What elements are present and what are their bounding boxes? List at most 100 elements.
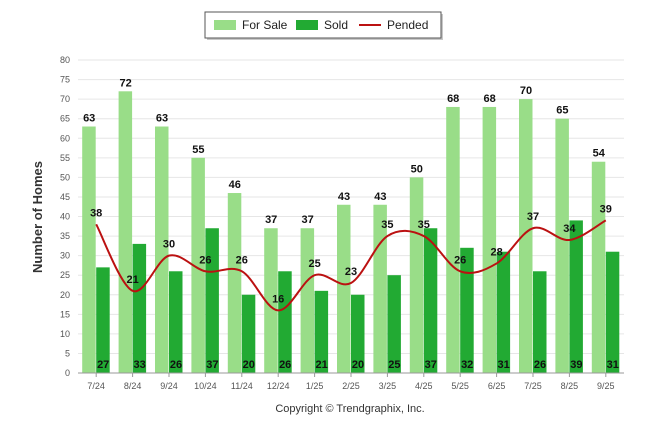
legend-label-pended: Pended [387, 18, 428, 32]
bar-for-sale [409, 177, 424, 373]
x-tick-label: 6/25 [488, 381, 506, 391]
x-axis-ticks: 7/24 8/24 9/24 10/24 11/24 12/24 1/25 2/25 3/25 4… [87, 373, 615, 391]
y-tick-label: 75 [60, 75, 70, 85]
bar-for-sale [118, 91, 133, 374]
data-label-for-sale: 70 [520, 85, 532, 97]
data-label-sold: 26 [279, 359, 291, 371]
data-label-pended: 35 [418, 219, 430, 231]
data-label-for-sale: 54 [593, 148, 606, 160]
data-label-pended: 23 [345, 266, 357, 278]
x-tick-label: 12/24 [267, 381, 290, 391]
x-tick-label: 8/25 [561, 381, 579, 391]
data-label-sold: 32 [461, 359, 473, 371]
legend-swatch-for-sale [214, 20, 236, 30]
bar-sold [460, 247, 474, 373]
x-tick-label: 8/24 [124, 381, 142, 391]
legend-label-for-sale: For Sale [242, 18, 288, 32]
bar-for-sale [191, 157, 205, 373]
data-label-sold: 37 [206, 359, 218, 371]
y-tick-label: 45 [60, 192, 70, 202]
x-tick-label: 3/25 [379, 381, 397, 391]
bar-sold [351, 294, 365, 373]
legend: For Sale Sold Pended [204, 11, 443, 40]
bar-sold [241, 294, 256, 373]
legend-swatch-sold [296, 20, 318, 30]
data-label-pended: 26 [454, 254, 466, 266]
data-label-pended: 28 [490, 246, 502, 258]
bar-sold [423, 228, 438, 373]
data-label-pended: 39 [600, 203, 612, 215]
bar-sold [533, 271, 547, 373]
bar-sold [278, 271, 292, 373]
bar-sold [169, 271, 183, 373]
data-label-pended: 21 [126, 274, 138, 286]
bar-for-sale [264, 228, 278, 373]
y-tick-label: 10 [60, 329, 70, 339]
data-label-pended: 16 [272, 293, 284, 305]
y-axis-ticks: 0 5 10 15 20 25 30 35 40 45 50 55 60 65 70 75 80 [60, 55, 70, 378]
pended-line [95, 219, 607, 312]
bar-for-sale [300, 228, 315, 373]
data-label-for-sale: 37 [301, 214, 313, 226]
data-label-sold: 31 [497, 359, 509, 371]
bar-sold [132, 243, 147, 373]
data-label-sold: 31 [607, 359, 619, 371]
bar-for-sale [555, 118, 569, 373]
y-tick-label: 65 [60, 114, 70, 124]
data-label-sold: 25 [388, 359, 400, 371]
bar-sold [96, 267, 110, 373]
data-label-for-sale: 37 [265, 214, 277, 226]
y-tick-label: 55 [60, 153, 70, 163]
data-label-for-sale: 50 [411, 163, 423, 175]
data-label-for-sale: 46 [229, 179, 241, 191]
bar-for-sale [227, 193, 242, 373]
y-tick-label: 70 [60, 94, 70, 104]
y-tick-label: 40 [60, 212, 70, 222]
bar-for-sale [337, 204, 351, 373]
y-tick-label: 50 [60, 172, 70, 182]
pended-series-line [95, 219, 607, 312]
data-label-sold: 20 [352, 359, 364, 371]
data-label-pended: 26 [236, 254, 248, 266]
x-tick-label: 1/25 [306, 381, 324, 391]
data-label-pended: 25 [308, 258, 320, 270]
x-tick-label: 11/24 [231, 381, 253, 391]
y-tick-label: 60 [60, 133, 70, 143]
x-tick-label: 7/25 [524, 381, 542, 391]
y-axis-title: Number of Homes [30, 161, 45, 273]
data-label-sold: 37 [425, 359, 437, 371]
data-label-for-sale: 43 [338, 191, 350, 203]
bar-sold [205, 228, 219, 373]
y-tick-label: 80 [60, 55, 70, 65]
y-tick-label: 20 [60, 290, 70, 300]
data-labels: 63 72 63 55 46 37 37 43 43 50 68 68 70 65 54 27 33 26 37 20… [83, 77, 619, 371]
data-label-for-sale: 68 [483, 93, 495, 105]
x-tick-label: 4/25 [415, 381, 433, 391]
data-label-for-sale: 63 [156, 113, 168, 125]
data-label-sold: 26 [534, 359, 546, 371]
bar-for-sale [446, 106, 460, 373]
legend-box [204, 11, 442, 39]
bar-sold [314, 290, 329, 373]
bar-for-sale [519, 99, 533, 373]
data-label-sold: 33 [133, 359, 145, 371]
data-label-for-sale: 55 [192, 144, 204, 156]
data-label-pended: 26 [199, 254, 211, 266]
bar-for-sale [155, 126, 169, 373]
y-tick-label: 35 [60, 231, 70, 241]
data-label-pended: 34 [563, 223, 576, 235]
y-tick-label: 0 [65, 368, 70, 378]
bar-for-sale [82, 126, 96, 373]
bars [82, 91, 620, 374]
data-label-for-sale: 65 [556, 105, 568, 117]
x-tick-label: 9/24 [160, 381, 178, 391]
data-label-pended: 35 [381, 219, 393, 231]
x-tick-label: 7/24 [87, 381, 105, 391]
y-tick-label: 5 [65, 348, 70, 358]
data-label-for-sale: 68 [447, 93, 459, 105]
data-label-sold: 21 [315, 359, 327, 371]
x-tick-label: 2/25 [342, 381, 360, 391]
x-tick-label: 9/25 [597, 381, 615, 391]
data-label-for-sale: 43 [374, 191, 386, 203]
